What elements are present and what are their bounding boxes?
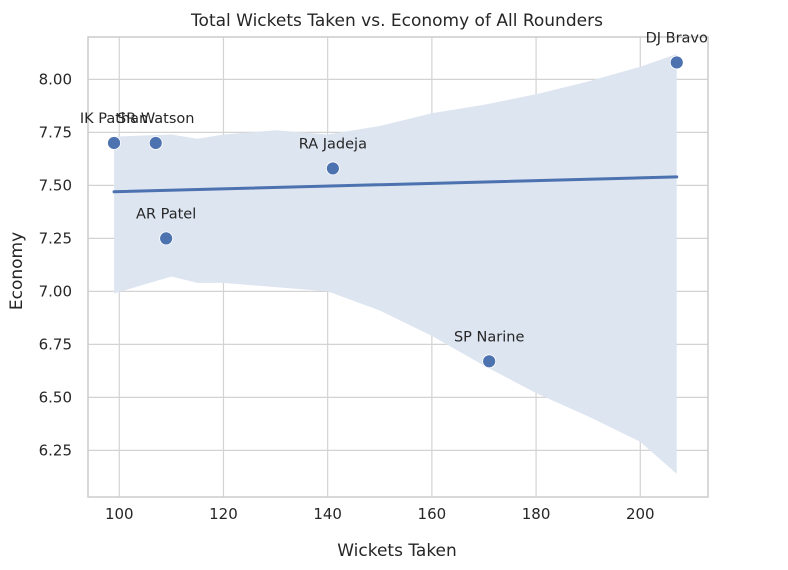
point-label: SR Watson bbox=[117, 111, 194, 127]
x-tick-label: 140 bbox=[313, 505, 342, 523]
y-tick-label: 6.25 bbox=[39, 441, 72, 459]
data-point bbox=[325, 161, 340, 176]
data-point bbox=[669, 55, 684, 70]
point-label: DJ Bravo bbox=[646, 30, 708, 46]
regression-line bbox=[112, 175, 679, 194]
x-tick-label: 160 bbox=[418, 505, 447, 523]
y-tick-label: 7.75 bbox=[39, 123, 72, 141]
y-tick-label: 7.00 bbox=[39, 282, 72, 300]
x-tick-label: 120 bbox=[209, 505, 238, 523]
point-label: RA Jadeja bbox=[299, 136, 367, 152]
x-tick-label: 200 bbox=[626, 505, 655, 523]
plot-area: 100 120 140 160 180 200 6.25 6.50 6.75 7.00 7.25 7.… bbox=[39, 30, 709, 523]
chart-title: Total Wickets Taken vs. Economy of All R… bbox=[190, 11, 603, 31]
confidence-band bbox=[114, 54, 677, 474]
plot-frame bbox=[87, 36, 709, 498]
x-tick-label: 100 bbox=[105, 505, 134, 523]
data-point bbox=[107, 136, 121, 150]
y-tick-label: 8.00 bbox=[39, 70, 72, 88]
y-axis-label: Economy bbox=[7, 232, 27, 310]
data-point bbox=[482, 354, 497, 369]
data-point bbox=[148, 136, 163, 150]
point-label: SP Narine bbox=[454, 329, 524, 345]
x-tick-label: 180 bbox=[522, 505, 551, 523]
x-axis-label: Wickets Taken bbox=[337, 541, 457, 561]
point-label: AR Patel bbox=[136, 206, 196, 222]
point-label: IK Pathan bbox=[80, 111, 148, 127]
y-tick-label: 7.50 bbox=[39, 176, 72, 194]
data-point bbox=[159, 231, 174, 246]
y-tick-label: 6.50 bbox=[39, 388, 72, 406]
y-tick-label: 7.25 bbox=[39, 229, 72, 247]
y-tick-label: 6.75 bbox=[39, 335, 72, 353]
